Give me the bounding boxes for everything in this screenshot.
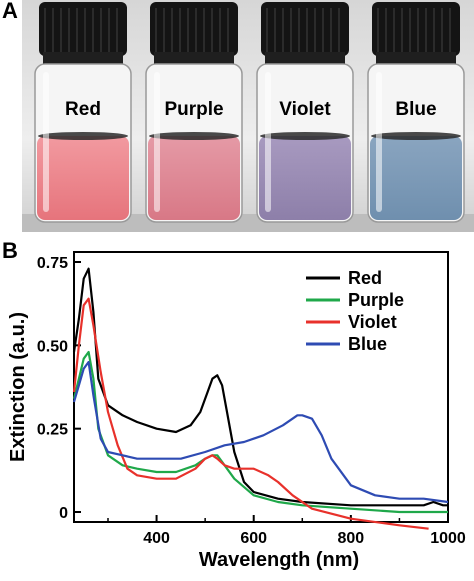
- vial-meniscus: [149, 132, 239, 140]
- vial-meniscus: [38, 132, 128, 140]
- vial-meniscus: [260, 132, 350, 140]
- vial-liquid: [148, 136, 240, 220]
- vial-label: Purple: [164, 99, 223, 120]
- vial-label: Violet: [279, 99, 331, 120]
- vial-purple: Purple: [145, 2, 243, 223]
- vial-blue: Blue: [367, 2, 465, 223]
- vial-highlight: [154, 72, 160, 212]
- y-tick-label: 0.75: [37, 255, 68, 272]
- y-tick-label: 0.25: [37, 422, 68, 439]
- vial-liquid: [370, 136, 462, 220]
- vials-photo: Red Purple Violet Blue: [22, 0, 474, 232]
- vial-highlight: [265, 72, 271, 212]
- vial-red: Red: [34, 2, 132, 223]
- x-axis-label: Wavelength (nm): [199, 549, 359, 571]
- vial-neck: [43, 52, 123, 66]
- vial-highlight: [43, 72, 49, 212]
- panel-label-a: A: [2, 0, 18, 23]
- x-tick-label: 600: [240, 530, 267, 547]
- vial-label: Blue: [395, 99, 436, 120]
- legend-label-violet: Violet: [348, 312, 397, 332]
- vial-neck: [265, 52, 345, 66]
- series-line-red: [72, 267, 448, 507]
- x-tick-label: 1000: [430, 530, 466, 547]
- photo-table-shadow: [22, 214, 474, 232]
- vial-liquid: [259, 136, 351, 220]
- vial-violet: Violet: [256, 2, 354, 223]
- series-line-blue: [72, 360, 449, 504]
- vial-label: Red: [65, 99, 101, 120]
- y-axis-label: Extinction (a.u.): [7, 312, 29, 462]
- vial-meniscus: [371, 132, 461, 140]
- x-tick-label: 400: [143, 530, 170, 547]
- vial-liquid: [37, 136, 129, 220]
- y-tick-label: 0.50: [37, 338, 68, 355]
- extinction-chart: 400 600 800 1000 0 0.25 0.50 0.75 Wavelength (nm…: [7, 251, 466, 571]
- panel-label-b: B: [2, 238, 18, 263]
- series-line-purple: [72, 350, 448, 514]
- y-tick-label: 0: [59, 505, 68, 522]
- legend-label-blue: Blue: [348, 334, 387, 354]
- vial-neck: [154, 52, 234, 66]
- legend-label-purple: Purple: [348, 290, 404, 310]
- vial-highlight: [376, 72, 382, 212]
- x-tick-label: 800: [338, 530, 365, 547]
- legend-label-red: Red: [348, 268, 382, 288]
- vial-neck: [376, 52, 456, 66]
- series-line-violet: [72, 297, 429, 530]
